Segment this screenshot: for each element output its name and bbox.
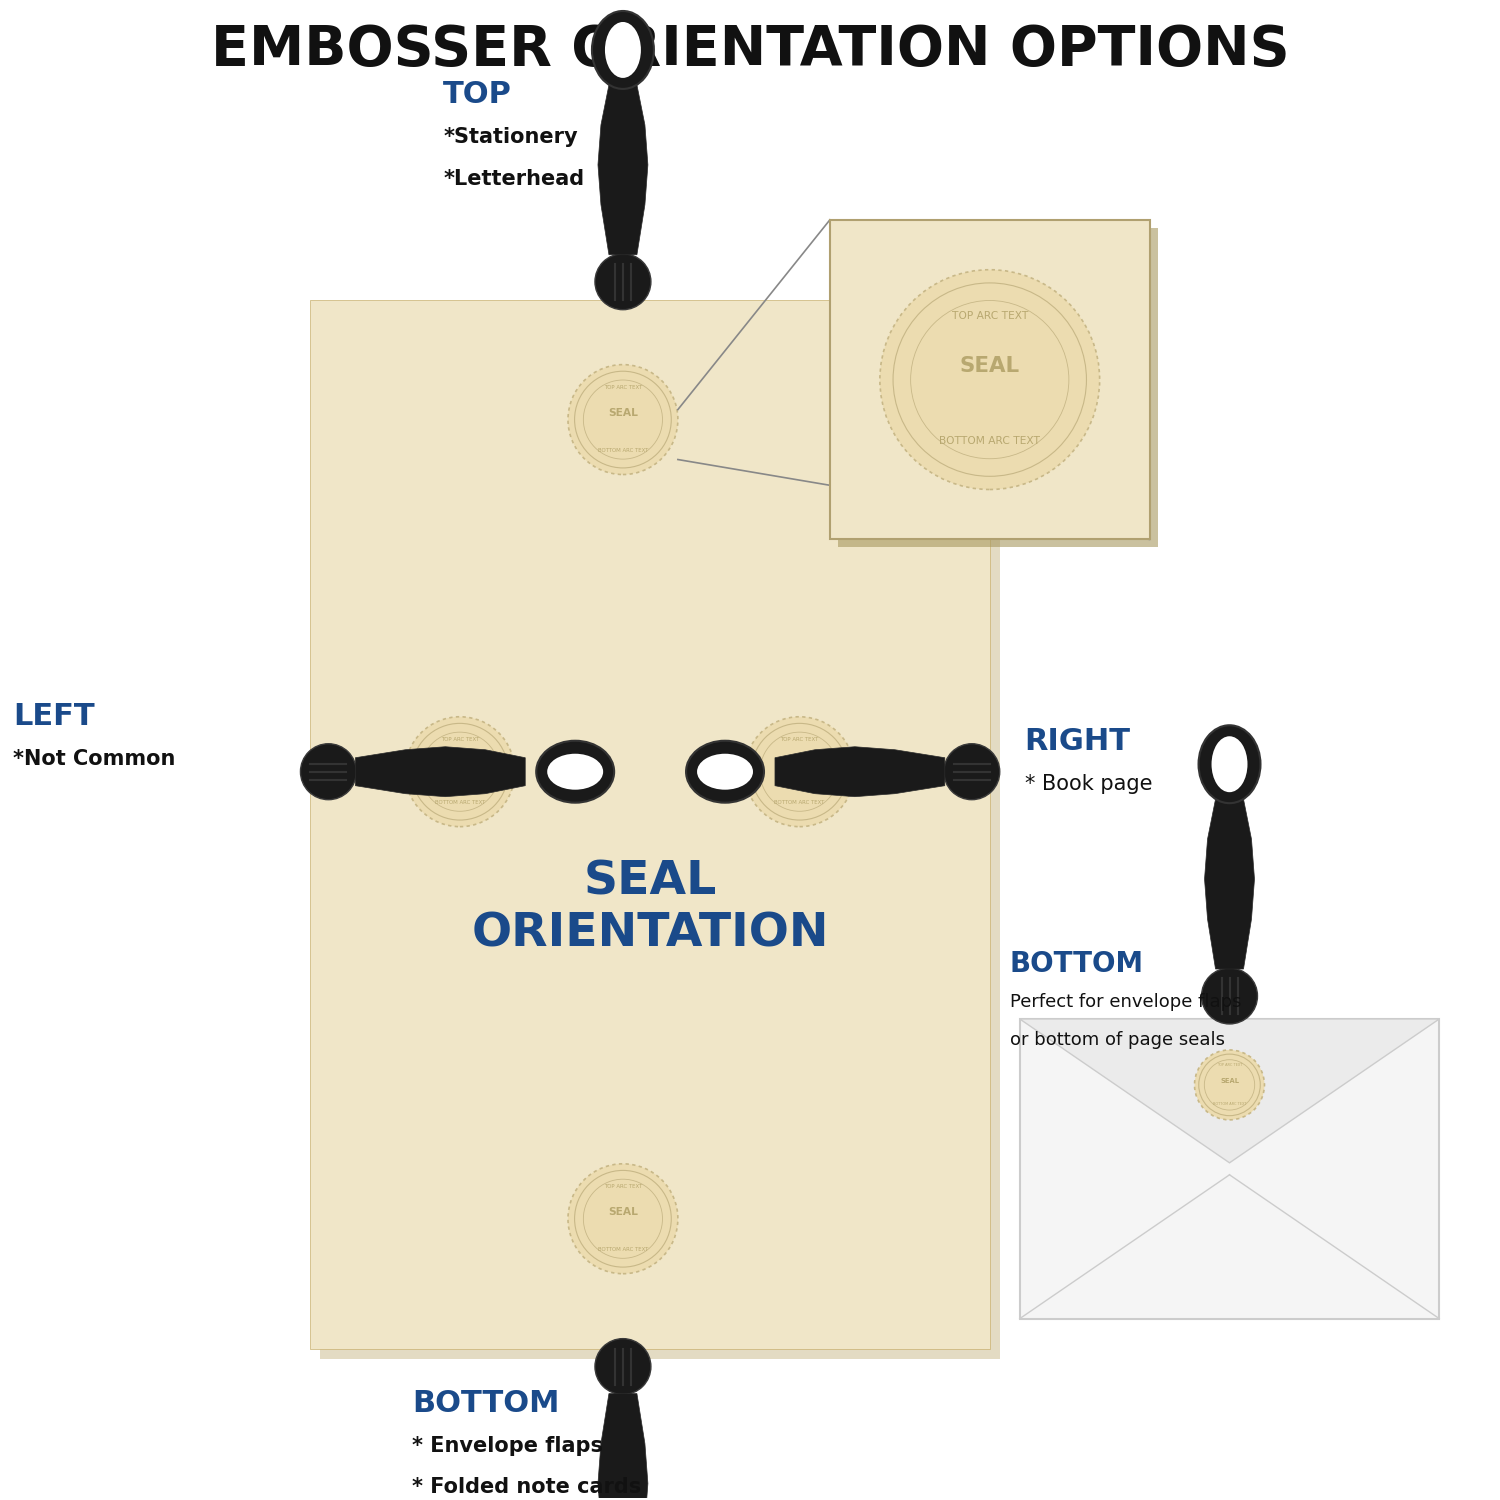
- Text: BOTTOM ARC TEXT: BOTTOM ARC TEXT: [939, 436, 1041, 445]
- Text: SEAL: SEAL: [1220, 1077, 1239, 1083]
- Text: *Not Common: *Not Common: [13, 748, 176, 768]
- Circle shape: [568, 1164, 678, 1274]
- Text: TOP ARC TEXT: TOP ARC TEXT: [780, 738, 819, 742]
- Text: * Book page: * Book page: [1024, 774, 1152, 794]
- Circle shape: [568, 364, 678, 474]
- Text: BOTTOM ARC TEXT: BOTTOM ARC TEXT: [1214, 1102, 1246, 1107]
- Text: * Envelope flaps: * Envelope flaps: [413, 1436, 603, 1455]
- Polygon shape: [598, 86, 648, 255]
- Text: EMBOSSER ORIENTATION OPTIONS: EMBOSSER ORIENTATION OPTIONS: [210, 22, 1290, 76]
- Circle shape: [405, 717, 514, 827]
- Text: TOP ARC TEXT: TOP ARC TEXT: [951, 310, 1028, 321]
- Text: TOP ARC TEXT: TOP ARC TEXT: [1216, 1062, 1242, 1066]
- Text: *Stationery: *Stationery: [442, 128, 578, 147]
- Circle shape: [744, 717, 855, 827]
- Polygon shape: [598, 1394, 648, 1500]
- Ellipse shape: [604, 22, 640, 78]
- Ellipse shape: [536, 741, 614, 802]
- Circle shape: [596, 254, 651, 309]
- Polygon shape: [1204, 800, 1254, 969]
- Text: SEAL: SEAL: [446, 760, 476, 770]
- Text: BOTTOM ARC TEXT: BOTTOM ARC TEXT: [597, 448, 648, 453]
- Text: SEAL: SEAL: [784, 760, 814, 770]
- Text: RIGHT: RIGHT: [1024, 728, 1131, 756]
- Polygon shape: [776, 747, 945, 796]
- Text: or bottom of page seals: or bottom of page seals: [1010, 1030, 1224, 1048]
- FancyBboxPatch shape: [310, 300, 990, 1348]
- Circle shape: [1194, 1050, 1264, 1120]
- Text: LEFT: LEFT: [13, 702, 94, 732]
- Ellipse shape: [548, 753, 603, 789]
- Text: TOP: TOP: [442, 81, 512, 110]
- Text: SEAL: SEAL: [960, 357, 1020, 376]
- FancyBboxPatch shape: [1020, 1019, 1440, 1318]
- Text: BOTTOM ARC TEXT: BOTTOM ARC TEXT: [435, 800, 484, 806]
- Polygon shape: [356, 747, 525, 796]
- Ellipse shape: [698, 753, 753, 789]
- Circle shape: [1202, 968, 1257, 1024]
- Ellipse shape: [1212, 736, 1248, 792]
- Ellipse shape: [1198, 726, 1260, 803]
- Text: BOTTOM: BOTTOM: [413, 1389, 560, 1417]
- Text: SEAL: SEAL: [608, 408, 638, 419]
- FancyBboxPatch shape: [830, 220, 1149, 540]
- Text: SEAL: SEAL: [608, 1208, 638, 1216]
- Text: * Folded note cards: * Folded note cards: [413, 1478, 642, 1497]
- Ellipse shape: [686, 741, 764, 802]
- FancyBboxPatch shape: [839, 228, 1158, 548]
- Circle shape: [880, 270, 1100, 489]
- Circle shape: [944, 744, 999, 800]
- Polygon shape: [1020, 1019, 1440, 1162]
- Text: *Letterhead: *Letterhead: [442, 170, 584, 189]
- FancyBboxPatch shape: [321, 309, 999, 1359]
- Text: TOP ARC TEXT: TOP ARC TEXT: [441, 738, 479, 742]
- Text: BOTTOM: BOTTOM: [1010, 950, 1144, 978]
- Circle shape: [300, 744, 357, 800]
- Ellipse shape: [592, 10, 654, 88]
- Text: Perfect for envelope flaps: Perfect for envelope flaps: [1010, 993, 1240, 1011]
- Text: BOTTOM ARC TEXT: BOTTOM ARC TEXT: [597, 1246, 648, 1252]
- Text: TOP ARC TEXT: TOP ARC TEXT: [604, 386, 642, 390]
- Text: SEAL
ORIENTATION: SEAL ORIENTATION: [471, 859, 830, 957]
- Text: TOP ARC TEXT: TOP ARC TEXT: [604, 1185, 642, 1190]
- Circle shape: [596, 1338, 651, 1395]
- Text: BOTTOM ARC TEXT: BOTTOM ARC TEXT: [774, 800, 825, 806]
